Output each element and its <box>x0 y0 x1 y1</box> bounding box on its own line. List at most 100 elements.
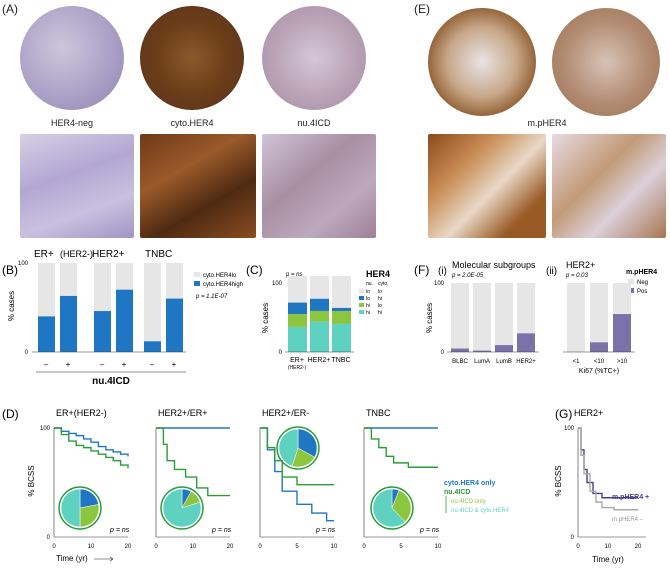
c-seg-2-1 <box>332 310 351 324</box>
b-bar-1 <box>60 295 77 352</box>
panel-g-label: (G) <box>555 407 572 421</box>
f-cat-lumb: LumB <box>496 359 512 365</box>
c-seg-2-0 <box>332 323 351 352</box>
d2-pvalue: p = ns <box>211 527 232 534</box>
c-pvalue: p = ns <box>285 272 303 278</box>
f-y0: 0 <box>441 350 445 356</box>
g-legend-pos: m.pHER4 + <box>612 494 649 501</box>
tma-core-cyto <box>140 6 244 110</box>
b-tick-er-plus: + <box>66 360 71 369</box>
histology-nu <box>262 134 376 238</box>
d1-tick-0: 0 <box>52 544 56 550</box>
b-bar-4 <box>144 341 161 352</box>
c-legend-r1-cyto: lo <box>378 289 382 295</box>
b-title-er: ER+ <box>34 249 54 260</box>
c-seg-0-0 <box>288 326 307 352</box>
caption-nu: nu.4ICD <box>297 118 331 128</box>
b-title-her2: HER2+ <box>92 249 125 260</box>
d2-tick-20: 20 <box>227 544 234 550</box>
F-ii-bar-2 <box>613 314 631 352</box>
c-legend-r3-nu: hi <box>366 303 370 309</box>
F-i-bar-3 <box>517 333 535 352</box>
b-ylabel: % cases <box>7 291 16 321</box>
g-title: HER2+ <box>574 408 603 418</box>
f-pvalue-i: p = 2.0E-05 <box>451 273 484 279</box>
histology-cyto <box>140 134 256 238</box>
panel-f-label: (F) <box>414 263 429 277</box>
c-seg-1-2 <box>310 298 329 311</box>
c-seg-1-1 <box>310 310 329 322</box>
D1-pie-slice-2 <box>60 488 81 528</box>
c-y100: 100 <box>272 281 283 287</box>
d-legend-cyto-only: cyto.HER4 only <box>444 480 495 487</box>
d4-pvalue: p = ns <box>419 527 440 534</box>
f-legend-pos: Pos <box>637 289 647 295</box>
tma-core-her4neg <box>20 6 124 110</box>
d4-tick-10: 10 <box>435 544 442 550</box>
c-legend-r3-cyto: lo <box>378 303 382 309</box>
c-seg-1-0 <box>310 321 329 352</box>
tma-core-mpher4-a <box>428 8 536 116</box>
D3-pie-slice-0 <box>297 428 318 458</box>
D1-pie-slice-1 <box>79 504 100 528</box>
F-ii-bar-bg-1 <box>590 283 608 352</box>
c-cat-her2: HER2+ <box>308 357 331 364</box>
D2-pie-slice-2 <box>162 488 202 528</box>
d1-tick-10: 10 <box>88 544 95 550</box>
chart-f-ii <box>563 283 635 353</box>
b-legend-lo: cyto.HER4lo <box>203 273 237 279</box>
f-cat-luma: LumA <box>474 359 490 365</box>
c-seg-0-1 <box>288 314 307 327</box>
F-i-bar-0 <box>451 348 469 352</box>
d-title-1: ER+(HER2-) <box>56 408 107 418</box>
c-legend-r4-nu: hi <box>366 310 370 316</box>
d3-tick-5: 5 <box>295 544 299 550</box>
g-tick-20: 20 <box>635 544 642 550</box>
d2-tick-10: 10 <box>190 544 197 550</box>
d-y0: 0 <box>47 535 51 541</box>
g-tick-10: 10 <box>605 544 612 550</box>
D4-pie-slice-1 <box>391 490 412 523</box>
d-title-3: HER2+/ER- <box>262 408 309 418</box>
d-ylabel: % BCSS <box>27 465 36 496</box>
f-title-ii: HER2+ <box>566 260 595 270</box>
c-cat-er-sub: (HER2-) <box>288 365 307 371</box>
f-y100: 100 <box>434 281 445 287</box>
F-i-bar-bg-1 <box>473 283 491 352</box>
g-legend-neg: m.pHER4 – <box>612 517 644 523</box>
D3-pie-slice-2 <box>278 428 299 467</box>
f-legend-neg: Neg <box>637 280 648 286</box>
b-title-tnbc: TNBC <box>145 249 172 260</box>
panel-a-label: (A) <box>2 2 18 16</box>
histology-her4neg <box>20 134 134 238</box>
d-title-2: HER2+/ER+ <box>158 408 208 418</box>
f-cat-blbc: BLBC <box>452 359 468 365</box>
d4-tick-0: 0 <box>362 544 366 550</box>
d-y100: 100 <box>40 426 51 432</box>
caption-cyto: cyto.HER4 <box>170 118 214 128</box>
d4-tick-5: 5 <box>399 544 403 550</box>
panel-c-label: (C) <box>246 263 263 277</box>
chart-f-i <box>447 283 539 353</box>
tma-core-nu <box>262 6 366 110</box>
D1-curve-1 <box>54 427 129 469</box>
c-seg-0-2 <box>288 302 307 314</box>
b-subtitle-er: (HER2-) <box>60 249 93 259</box>
histology-mpher4-a <box>428 134 546 238</box>
b-tick-her2-plus: + <box>122 360 127 369</box>
c-seg-2-2 <box>332 307 351 311</box>
d3-tick-10: 10 <box>331 544 338 550</box>
c-cat-er: ER+ <box>290 357 304 364</box>
c-y0: 0 <box>279 350 283 356</box>
F-ii-bar-bg-0 <box>567 283 585 352</box>
chart-c <box>285 276 354 353</box>
g-ylabel: % BCSS <box>554 465 563 496</box>
d1-tick-20: 20 <box>125 544 132 550</box>
D4-curve-1 <box>364 427 438 468</box>
b-tick-her2-minus: – <box>100 360 105 369</box>
c-legend-r2-nu: lo <box>366 296 370 302</box>
c-legend-col-nu: nu. <box>366 281 373 287</box>
tma-core-mpher4-b <box>552 8 660 116</box>
F-ii-bar-1 <box>590 342 608 352</box>
f-cat-lt1: <1 <box>573 359 581 365</box>
